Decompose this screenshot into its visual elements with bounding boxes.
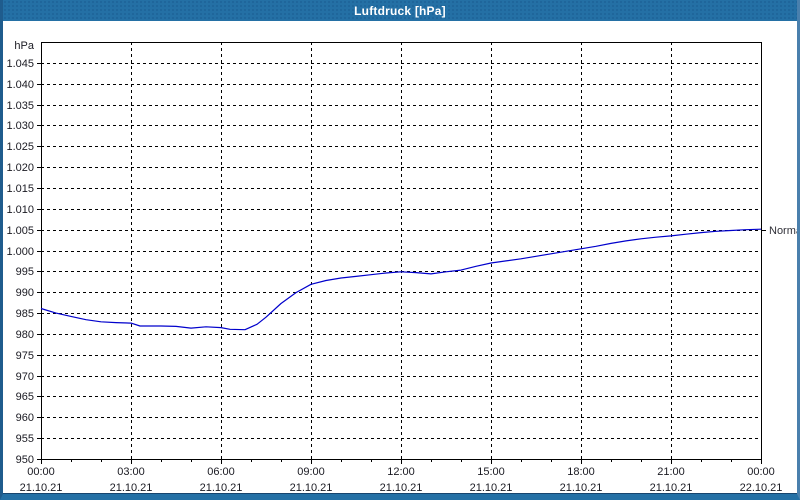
x-tick-date-label: 21.10.21: [200, 482, 243, 494]
y-tick-label: 950: [16, 454, 34, 466]
normal-annotation-label: Normal: [769, 225, 800, 237]
x-tick-time-label: 12:00: [387, 466, 415, 478]
x-tick-time-label: 09:00: [297, 466, 325, 478]
y-tick-label: 985: [16, 308, 34, 320]
y-axis-unit-label: hPa: [14, 40, 34, 52]
x-tick-date-label: 21.10.21: [560, 482, 603, 494]
y-tick-label: 1.020: [6, 162, 34, 174]
pressure-series-line: [40, 228, 762, 331]
y-tick-label: 1.015: [6, 183, 34, 195]
y-tick-label: 975: [16, 350, 34, 362]
y-tick-label: 1.005: [6, 225, 34, 237]
y-tick-label: 1.035: [6, 100, 34, 112]
y-tick-label: 955: [16, 433, 34, 445]
y-tick-label: 960: [16, 412, 34, 424]
chart-area: 1.045 1.040 1.035 1.030 1.025 1.020 1.015 1.010…: [3, 21, 797, 494]
y-tick-label: 1.040: [6, 79, 34, 91]
x-tick-date-label: 21.10.21: [290, 482, 333, 494]
gridlines: [41, 42, 761, 459]
x-tick-time-label: 03:00: [117, 466, 145, 478]
x-tick-date-label: 21.10.21: [380, 482, 423, 494]
plot-border: [41, 42, 762, 460]
y-tick-label: 1.025: [6, 141, 34, 153]
y-tick-label: 990: [16, 287, 34, 299]
x-tick-time-label: 21:00: [657, 466, 685, 478]
x-tick-date-label: 21.10.21: [110, 482, 153, 494]
y-tick-label: 980: [16, 329, 34, 341]
y-tick-label: 965: [16, 391, 34, 403]
y-tick-label: 1.000: [6, 246, 34, 258]
y-tick-label: 1.045: [6, 58, 34, 70]
y-tick-label: 970: [16, 371, 34, 383]
axis-labels: 1.045 1.040 1.035 1.030 1.025 1.020 1.015 1.010…: [6, 40, 782, 494]
axis-ticks: [37, 63, 762, 464]
window-titlebar: Luftdruck [hPa]: [3, 0, 797, 21]
y-tick-label: 995: [16, 266, 34, 278]
y-tick-label: 1.010: [6, 204, 34, 216]
x-tick-time-label: 15:00: [477, 466, 505, 478]
x-tick-time-label: 00:00: [27, 466, 55, 478]
window-title: Luftdruck [hPa]: [354, 3, 446, 18]
x-tick-time-label: 00:00: [747, 466, 775, 478]
x-tick-date-label: 22.10.21: [740, 482, 783, 494]
x-tick-time-label: 06:00: [207, 466, 235, 478]
x-tick-date-label: 21.10.21: [470, 482, 513, 494]
x-tick-time-label: 18:00: [567, 466, 595, 478]
pressure-line-chart: 1.045 1.040 1.035 1.030 1.025 1.020 1.015 1.010…: [6, 40, 800, 494]
y-tick-label: 1.030: [6, 120, 34, 132]
x-tick-date-label: 21.10.21: [650, 482, 693, 494]
x-tick-date-label: 21.10.21: [20, 482, 63, 494]
